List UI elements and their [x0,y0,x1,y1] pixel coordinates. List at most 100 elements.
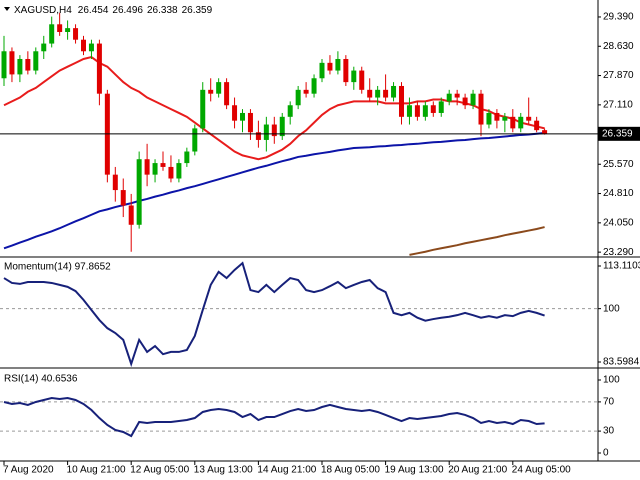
candle-body [73,28,79,40]
x-tick-label: 13 Aug 13:00 [194,465,253,476]
candle-body [33,51,39,71]
y-tick-label: 24.050 [603,217,634,228]
candle-body [327,62,333,71]
candle-body [152,163,158,175]
candle-body [41,43,47,52]
candle-body [367,89,373,98]
candle-body [88,43,94,52]
candle-body [430,105,436,113]
x-tick-label: 19 Aug 13:00 [385,465,444,476]
candle-body [486,112,492,125]
x-tick-label: 7 Aug 2020 [3,465,54,476]
candle-body [399,85,404,117]
candle-body [1,51,7,79]
candle-body [96,43,102,94]
y-tick-label: 25.570 [603,159,634,170]
y-tick-label: 100 [603,375,620,386]
candle-body [216,82,222,94]
candle-body [49,24,55,44]
candle-body [192,128,198,152]
candle-body [160,163,166,167]
symbol: XAGUSD,H4 [14,5,72,16]
x-tick-label: 18 Aug 05:00 [321,465,380,476]
x-tick-label: 24 Aug 05:00 [512,465,571,476]
y-tick-label: 100 [603,303,620,314]
candle-body [438,101,444,113]
moving-average [409,226,545,256]
candle-body [534,120,540,131]
candle-body [454,93,460,98]
candle-body [462,97,468,106]
last-price-box [598,126,640,141]
candle-body [319,62,325,79]
candle-body [510,116,516,129]
candle-body [478,93,484,125]
candle-body [255,132,261,140]
candle-body [120,190,126,206]
candle-body [279,116,285,137]
candle-body [25,58,31,71]
candle-body [57,24,63,32]
candle-body [136,159,142,225]
x-tick-label: 12 Aug 05:00 [130,465,189,476]
candle-body [232,105,238,121]
y-tick-label: 23.290 [603,247,634,258]
x-tick-label: 10 Aug 21:00 [67,465,126,476]
candle-body [65,28,71,32]
candle-body [391,85,397,98]
moving-average [3,132,545,250]
candle-body [542,130,548,134]
candle-body [406,105,412,117]
indicator-line [3,261,545,368]
indicator-line [3,397,545,438]
candle-body [287,105,293,117]
header-value: 26.359 [182,5,213,16]
y-tick-label: 83.5984 [603,357,640,368]
candle-body [359,70,365,90]
candle-body [335,58,341,71]
y-tick-label: 0 [603,448,609,459]
candle-body [518,116,524,129]
candle-body [17,58,23,75]
x-tick-label: 14 Aug 21:00 [257,465,316,476]
candle-body [414,105,420,117]
candle-body [383,89,389,98]
candle-body [375,89,381,98]
candle-body [9,51,15,75]
header-value: 26.338 [147,5,178,16]
candle-body [494,112,500,121]
candle-body [128,205,134,225]
candle-body [311,78,317,94]
candle-body [422,105,428,117]
y-tick-label: 29.390 [603,12,634,23]
candle-body [247,112,253,133]
candle-body [184,151,190,164]
candle-body [208,89,214,94]
candle-body [176,163,182,179]
indicator-title: Momentum(14) 97.8652 [4,262,111,273]
candle-body [343,58,349,83]
candle-body [144,159,150,175]
y-tick-label: 28.630 [603,41,634,52]
candle-body [224,82,230,106]
moving-average [3,55,545,161]
header-value: 26.454 [78,5,109,16]
candle-body [112,174,118,191]
y-tick-label: 70 [603,397,615,408]
y-tick-label: 113.1103 [603,261,640,272]
candle-body [526,116,532,121]
candle-body [271,124,277,137]
candle-body [470,93,476,106]
candle-body [295,89,301,106]
candle-body [81,39,86,52]
indicator-title: RSI(14) 40.6536 [4,374,78,385]
candle-body [240,112,245,121]
candle-body [446,93,452,102]
menu-arrow [4,7,10,11]
y-tick-label: 27.110 [603,100,633,111]
chart-title: XAGUSD,H4 26.454 26.496 26.338 26.359 [14,5,213,16]
header-value: 26.496 [112,5,143,16]
candle-body [351,70,357,83]
